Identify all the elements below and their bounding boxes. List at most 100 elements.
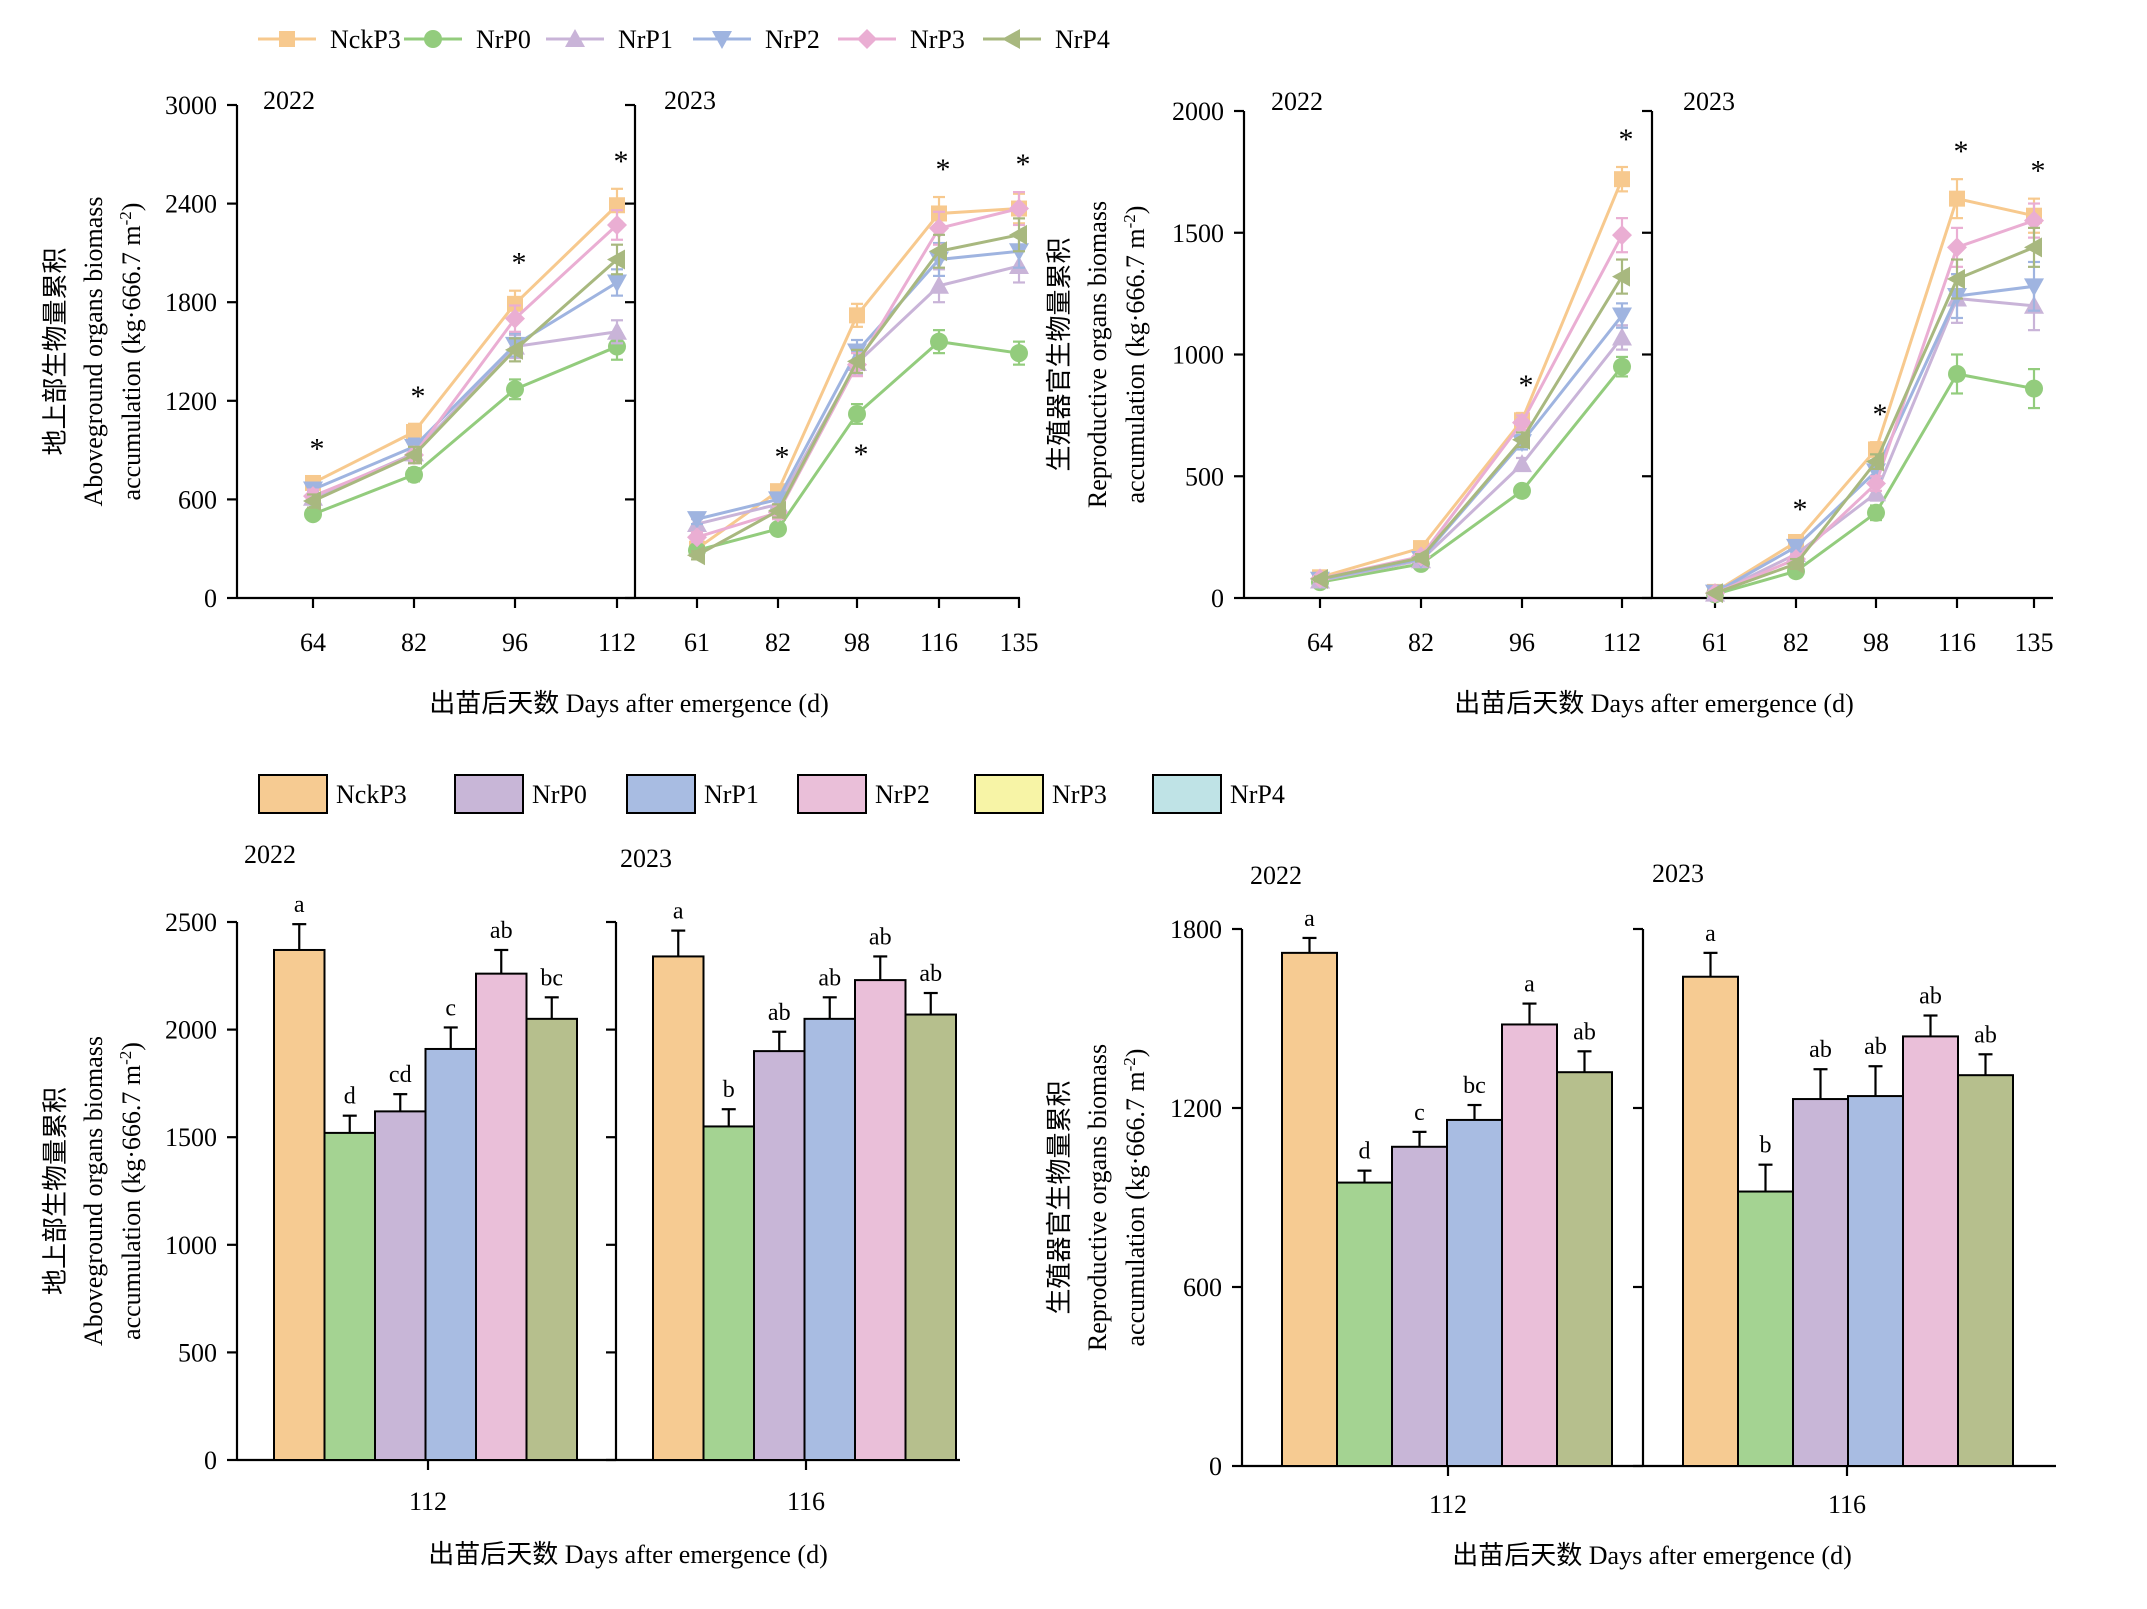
data-point-NrP4: [1705, 583, 1723, 604]
bar-NrP2: [1847, 1095, 1904, 1467]
significance-letter: a: [1304, 906, 1315, 932]
x-tick-label: 96: [502, 628, 528, 657]
line-chart-1: 0 600 1200 1800 2400 3000 地上部生物量累积 Aboveground …: [41, 86, 1039, 718]
data-point-NrP4: [1866, 451, 1884, 472]
data-point-NrP4: [1947, 269, 1965, 290]
x-axis-label: 出苗后天数 Days after emergence (d): [428, 1540, 827, 1569]
data-point-NckP3: [849, 307, 865, 324]
significance-star: *: [614, 145, 629, 178]
data-point-NrP0: [1948, 364, 1966, 383]
x-tick-label: 64: [1307, 628, 1333, 657]
y-tick-label: 0: [1209, 1452, 1222, 1481]
x-tick-label: 112: [409, 1487, 447, 1516]
line-2-ylabel-line-3: accumulation (kg·666.7 m-2): [1120, 206, 1151, 504]
significance-letter: d: [344, 1084, 356, 1110]
bar-NrP3: [1902, 1035, 1959, 1468]
facet-year-label: 2023: [620, 844, 672, 873]
series-line-NckP3: [1319, 178, 1624, 579]
y-tick-label: 2400: [165, 190, 217, 219]
significance-letter: ab: [1974, 1022, 1997, 1048]
x-tick-label: 112: [598, 628, 636, 657]
y-tick-label: 0: [204, 584, 217, 613]
legend-label-NrP3: NrP3: [1052, 780, 1107, 809]
legend-marker-NrP1: [565, 29, 585, 47]
series-line-NckP3: [1714, 196, 2035, 594]
y-tick-label: 1500: [165, 1123, 217, 1152]
significance-letter: a: [1705, 921, 1716, 947]
bar-NrP3: [475, 972, 528, 1461]
series-line-NrP2: [1714, 284, 2035, 594]
data-point-NrP4: [929, 241, 947, 262]
series-line-NrP2: [1319, 314, 1624, 582]
data-point-NrP2: [1612, 307, 1632, 326]
bar-2-ylabel-line-2: Reproductive organs biomass: [1083, 1044, 1112, 1351]
bar-NrP1: [1391, 1145, 1448, 1467]
significance-letter: c: [445, 995, 456, 1021]
significance-star: *: [1519, 369, 1534, 402]
bar-NrP1: [1792, 1098, 1849, 1468]
facet-year-label: 2023: [664, 86, 716, 115]
legend-swatch-NckP3: [258, 774, 328, 814]
data-point-NrP0: [1613, 357, 1631, 376]
bar-NrP3: [1501, 1023, 1558, 1467]
series-line-NrP0: [1319, 365, 1624, 584]
significance-star: *: [1016, 148, 1031, 181]
data-point-NrP2: [687, 511, 707, 530]
data-point-NrP4: [1009, 224, 1027, 245]
series-line-NckP3: [312, 204, 619, 485]
legend-swatch-NrP3: [974, 774, 1044, 814]
legend-label-NrP0: NrP0: [532, 780, 587, 809]
legend-label-NrP4: NrP4: [1230, 780, 1285, 809]
x-tick-label: 112: [1429, 1490, 1467, 1519]
legend-swatch-NrP2: [797, 774, 867, 814]
bar-NrP0: [1336, 1181, 1393, 1468]
facet-year-label: 2022: [1250, 861, 1302, 890]
data-point-NrP3: [2024, 210, 2044, 231]
legend-swatch-NrP4: [1152, 774, 1222, 814]
line-1-ylabel-line-3: accumulation (kg·666.7 m-2): [116, 203, 147, 501]
y-tick-label: 2000: [1172, 97, 1224, 126]
data-point-NrP4: [303, 491, 321, 512]
y-tick-label: 500: [1185, 462, 1224, 491]
bar-NrP4: [525, 1017, 578, 1462]
legend-label-NrP2: NrP2: [875, 780, 930, 809]
data-point-NrP3: [1612, 225, 1632, 246]
data-point-NckP3: [1949, 190, 1965, 207]
significance-star: *: [1793, 493, 1808, 526]
bar-NrP4: [1556, 1071, 1613, 1467]
series-line-NrP4: [312, 258, 618, 503]
line-chart-2: 0 500 1000 1500 2000 生殖器官生物量累积 Reproductive or…: [1045, 87, 2054, 718]
significance-letter: ab: [768, 1000, 791, 1026]
significance-star: *: [936, 153, 951, 186]
x-axis-label: 出苗后天数 Days after emergence (d): [429, 689, 828, 718]
data-point-NrP3: [1009, 198, 1029, 219]
data-point-NrP1: [607, 321, 627, 340]
y-tick-label: 1000: [165, 1231, 217, 1260]
facet-year-label: 2022: [1271, 87, 1323, 116]
significance-star: *: [1619, 123, 1634, 156]
y-tick-label: 500: [178, 1338, 217, 1367]
line-1-ylabel-line-2: Aboveground organs biomass: [79, 196, 108, 506]
bar-NrP2: [803, 1017, 856, 1462]
bar-NckP3: [652, 955, 705, 1461]
x-tick-label: 82: [765, 628, 791, 657]
bar-chart-2: 0 600 1200 1800 生殖器官生物量累积 Reproductive organs…: [1045, 859, 2056, 1570]
significance-star: *: [411, 380, 426, 413]
data-point-NrP4: [1612, 266, 1630, 287]
facet-year-label: 2022: [263, 86, 315, 115]
x-tick-label: 116: [920, 628, 958, 657]
data-point-NrP4: [1310, 569, 1328, 590]
data-point-NrP3: [505, 308, 525, 329]
bar-NrP0: [702, 1125, 755, 1461]
x-tick-label: 82: [401, 628, 427, 657]
x-tick-label: 61: [684, 628, 710, 657]
significance-star: *: [2031, 155, 2046, 188]
x-tick-label: 64: [300, 628, 326, 657]
significance-letter: ab: [490, 918, 513, 944]
data-point-NrP0: [930, 332, 948, 351]
significance-letter: b: [1760, 1133, 1772, 1159]
data-point-NrP4: [404, 445, 422, 466]
bar-NrP2: [1446, 1118, 1503, 1468]
bar-NrP0: [323, 1131, 376, 1461]
